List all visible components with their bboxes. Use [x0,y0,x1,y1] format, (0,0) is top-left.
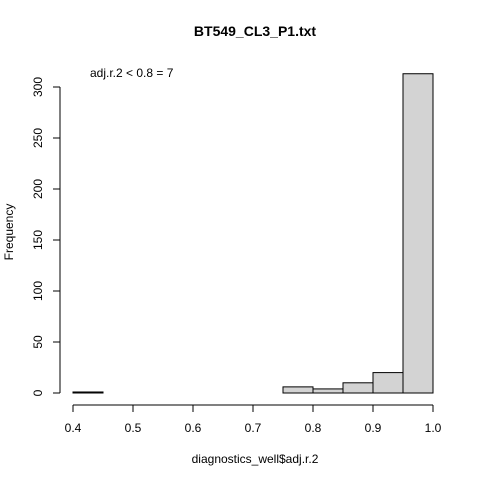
y-tick-label-4: 200 [31,179,45,199]
histogram-bar-7 [282,386,314,394]
y-tick-label-2: 100 [31,281,45,301]
histogram-bar-10 [372,372,404,394]
x-tick-label-4: 0.8 [305,421,322,435]
histogram-bar-9 [342,382,374,394]
histogram-bars [72,73,434,394]
annotation-adjr2-count: adj.r.2 < 0.8 = 7 [90,66,174,80]
x-tick-label-1: 0.5 [125,421,142,435]
x-tick-label-0: 0.4 [65,421,82,435]
y-tick-label-5: 250 [31,128,45,148]
x-tick-label-6: 1.0 [425,421,442,435]
x-tick-label-3: 0.7 [245,421,262,435]
x-axis-label: diagnostics_well$adj.r.2 [192,452,319,466]
y-tick-label-6: 300 [31,77,45,97]
y-tick-label-0: 0 [31,389,45,396]
histogram-bar-8 [312,388,344,394]
x-axis: 0.4 0.5 0.6 0.7 0.8 0.9 1.0 [65,404,442,435]
y-axis: 0 50 100 150 200 250 300 [31,77,61,396]
y-tick-label-3: 150 [31,230,45,250]
y-axis-label: Frequency [2,204,16,261]
x-tick-label-2: 0.6 [185,421,202,435]
x-tick-label-5: 0.9 [365,421,382,435]
y-tick-label-1: 50 [31,335,45,349]
histogram-bar-11 [402,73,434,394]
histogram-bar-0 [72,391,104,394]
chart-title: BT549_CL3_P1.txt [194,23,317,39]
